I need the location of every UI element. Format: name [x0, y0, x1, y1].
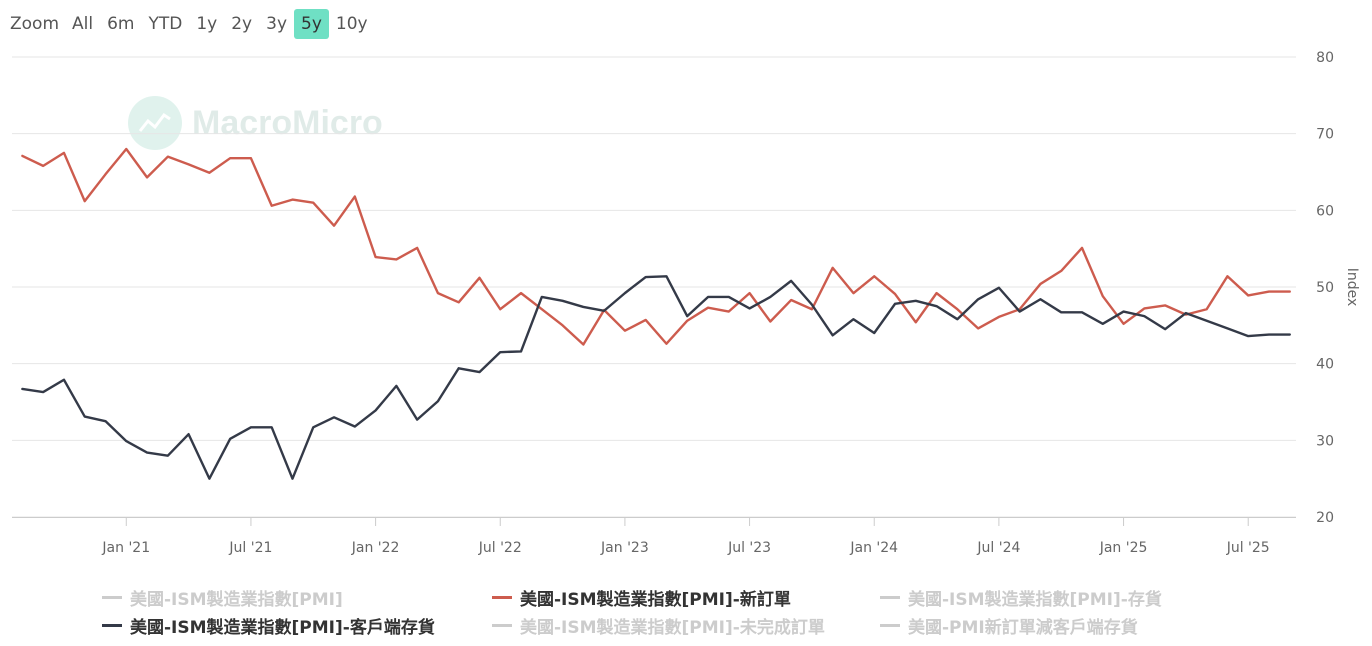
legend: 美國-ISM製造業指數[PMI] 美國-ISM製造業指數[PMI]-新訂單 美國… — [0, 580, 1372, 646]
x-tick-label: Jul '25 — [1226, 540, 1270, 556]
x-tick-label: Jan '24 — [849, 540, 898, 556]
x-tick-label: Jul '24 — [976, 540, 1020, 556]
legend-swatch — [880, 624, 900, 627]
zoom-button-1y[interactable]: 1y — [196, 14, 218, 34]
legend-item-customer-inventories[interactable]: 美國-ISM製造業指數[PMI]-客戶端存貨 — [102, 613, 435, 638]
x-tick-label: Jul '22 — [478, 540, 522, 556]
legend-label: 美國-ISM製造業指數[PMI]-存貨 — [908, 590, 1162, 610]
legend-swatch — [880, 596, 900, 599]
zoom-button-10y[interactable]: 10y — [335, 14, 368, 34]
watermark-text: MacroMicro — [192, 103, 383, 142]
watermark-chart-icon — [128, 96, 182, 150]
legend-item-new-orders-minus-customer-inventories[interactable]: 美國-PMI新訂單減客戶端存貨 — [880, 613, 1138, 638]
x-tick-label: Jan '22 — [351, 540, 400, 556]
zoom-button-6m[interactable]: 6m — [107, 14, 135, 34]
zoom-label: Zoom — [10, 14, 60, 34]
legend-item-pmi[interactable]: 美國-ISM製造業指數[PMI] — [102, 585, 343, 610]
line-chart: 20 30 40 50 60 70 80 Jan '21 Jul '21 Jan '22 Jul '… — [12, 50, 1360, 556]
x-tick-label: Jul '21 — [228, 540, 272, 556]
watermark-logo: MacroMicro — [128, 96, 383, 150]
legend-label: 美國-ISM製造業指數[PMI]-未完成訂單 — [520, 618, 825, 638]
x-tick-label: Jan '23 — [600, 540, 649, 556]
zoom-button-2y[interactable]: 2y — [231, 14, 253, 34]
zoom-button-3y[interactable]: 3y — [266, 14, 288, 34]
legend-item-inventories[interactable]: 美國-ISM製造業指數[PMI]-存貨 — [880, 585, 1162, 610]
y-tick-label: 30 — [1316, 433, 1334, 449]
grid-lines — [12, 56, 1296, 518]
legend-label: 美國-ISM製造業指數[PMI]-客戶端存貨 — [130, 618, 435, 638]
zoom-button-all[interactable]: All — [72, 14, 94, 34]
x-tick-label: Jan '21 — [101, 540, 150, 556]
legend-swatch — [102, 596, 122, 599]
legend-label: 美國-ISM製造業指數[PMI] — [130, 590, 343, 610]
series-line-1 — [21, 275, 1291, 480]
x-tick-label: Jan '25 — [1099, 540, 1148, 556]
series-lines — [21, 147, 1291, 480]
legend-item-new-orders[interactable]: 美國-ISM製造業指數[PMI]-新訂單 — [492, 585, 791, 610]
axes: 20 30 40 50 60 70 80 Jan '21 Jul '21 Jan '22 Jul '… — [12, 50, 1360, 556]
legend-label: 美國-ISM製造業指數[PMI]-新訂單 — [520, 590, 791, 610]
legend-swatch — [492, 624, 512, 627]
series-line-0 — [21, 147, 1291, 346]
y-tick-label: 80 — [1316, 50, 1334, 66]
y-tick-label: 40 — [1316, 357, 1334, 373]
x-tick-label: Jul '23 — [727, 540, 771, 556]
legend-label: 美國-PMI新訂單減客戶端存貨 — [908, 618, 1138, 638]
zoom-button-5y[interactable]: 5y — [294, 9, 329, 39]
y-tick-label: 20 — [1316, 510, 1334, 526]
zoom-button-ytd[interactable]: YTD — [148, 14, 183, 34]
legend-swatch — [492, 596, 512, 599]
y-tick-label: 70 — [1316, 127, 1334, 143]
legend-swatch — [102, 624, 122, 627]
zoom-bar: Zoom All 6m YTD 1y 2y 3y 5y 10y — [10, 8, 375, 40]
y-tick-label: 60 — [1316, 203, 1334, 219]
legend-item-backlog[interactable]: 美國-ISM製造業指數[PMI]-未完成訂單 — [492, 613, 825, 638]
y-axis-title: Index — [1344, 268, 1360, 307]
y-tick-label: 50 — [1316, 280, 1334, 296]
